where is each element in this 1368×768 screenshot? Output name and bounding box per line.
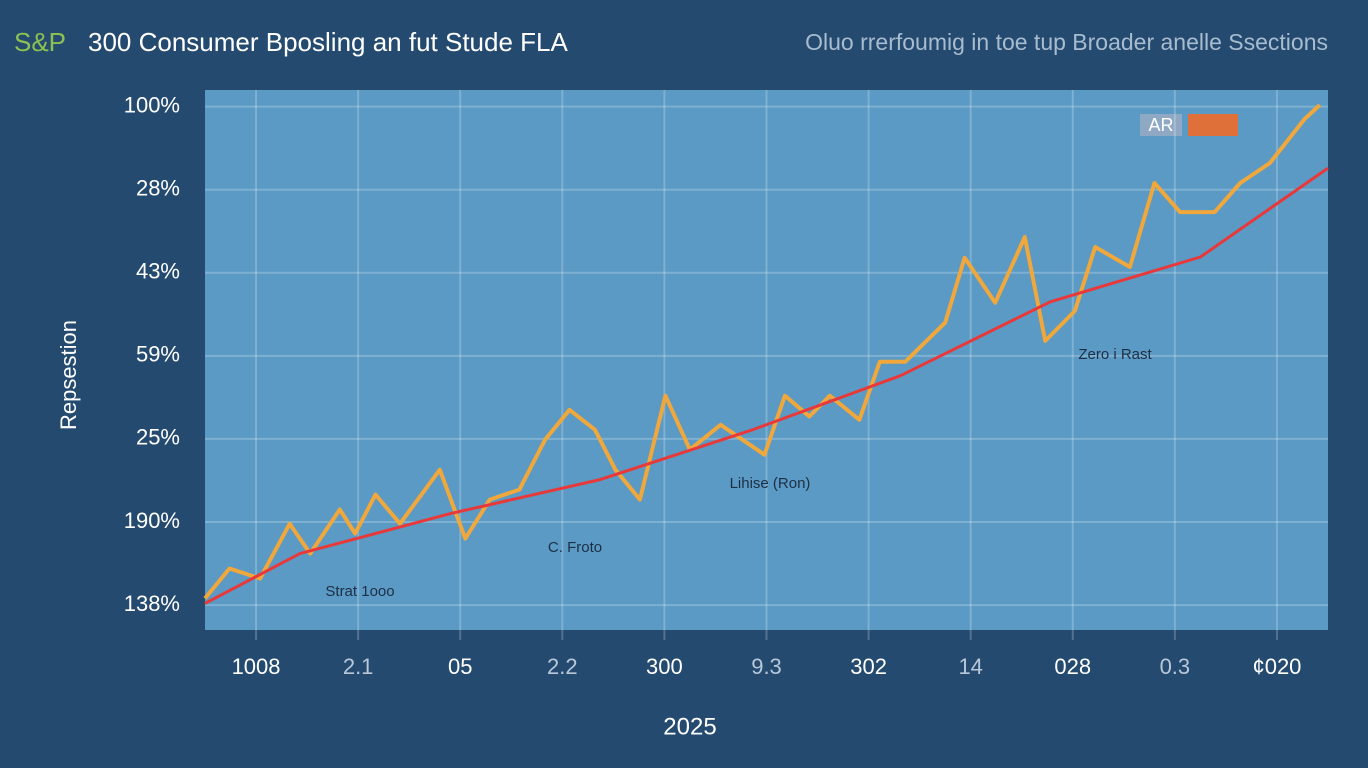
x-tick-label: ¢020 [1252,654,1301,679]
y-axis-label: Repsestion [56,320,81,430]
x-tick-label: 2.2 [547,654,578,679]
x-tick-label: 028 [1054,654,1091,679]
series-line [204,166,1329,605]
x-tick-label: 05 [448,654,472,679]
y-tick-label: 190% [124,508,180,533]
subtitle: Oluo rrerfoumig in toe tup Broader anell… [805,29,1328,55]
x-tick-label: 1008 [232,654,281,679]
title-prefix: S&P [14,27,66,57]
x-axis-label: 2025 [663,713,716,740]
x-tick-label: 9.3 [751,654,782,679]
legend-label: AR [1148,115,1173,135]
legend-box [1140,114,1182,136]
legend-box-orange [1188,114,1238,136]
annotation: Lihise (Ron) [730,475,811,492]
x-tick-label: 300 [646,654,683,679]
y-tick-label: 138% [124,591,180,616]
chart-title: 300 Consumer Bposling an fut Stude FLA [88,27,569,57]
x-tick-label: 14 [958,654,982,679]
annotation: Zero i Rast [1078,346,1152,363]
annotation: Strat 1ooo [325,583,394,600]
x-tick-label: 0.3 [1160,654,1191,679]
annotation: C. Froto [548,539,602,556]
y-tick-label: 25% [136,425,180,450]
y-tick-label: 59% [136,342,180,367]
y-tick-label: 43% [136,259,180,284]
y-tick-label: 28% [136,176,180,201]
plot-area [205,90,1328,630]
series-line [203,103,1322,600]
x-tick-label: 302 [850,654,887,679]
y-tick-label: 100% [124,92,180,117]
x-tick-label: 2.1 [343,654,374,679]
